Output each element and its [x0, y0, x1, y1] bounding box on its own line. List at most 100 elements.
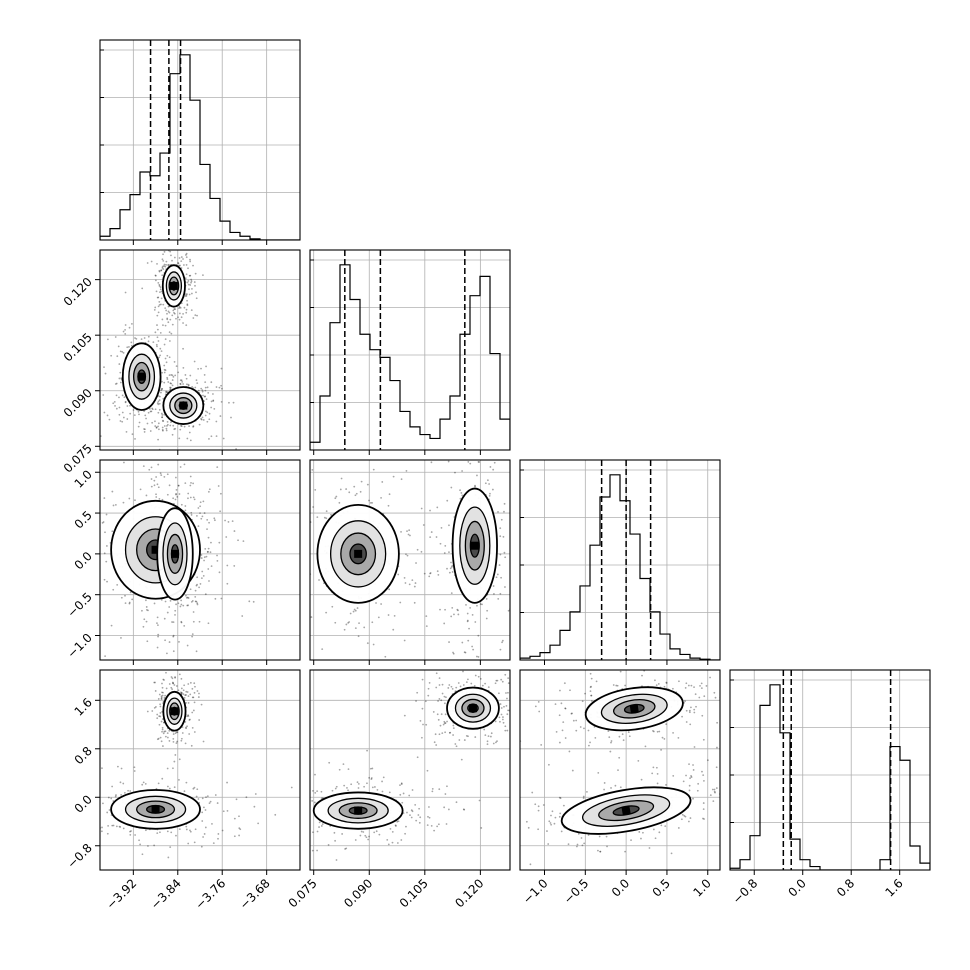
sample-point	[207, 536, 210, 539]
sample-point	[189, 374, 192, 377]
sample-point	[652, 828, 655, 831]
sample-point	[672, 731, 674, 734]
sample-point	[179, 428, 182, 431]
sample-point	[89, 593, 91, 595]
sample-point	[652, 730, 655, 733]
sample-point	[435, 672, 438, 675]
sample-point	[166, 652, 168, 655]
sample-point	[168, 729, 171, 732]
ytick-label: 0.0	[72, 792, 95, 815]
sample-point	[158, 285, 161, 287]
sample-point	[452, 727, 455, 730]
sample-point	[120, 793, 123, 796]
sample-point	[111, 490, 114, 493]
sample-point	[118, 825, 121, 828]
sample-point	[192, 611, 195, 613]
sample-point	[677, 827, 680, 829]
sample-point	[180, 424, 182, 427]
sample-point	[447, 460, 450, 463]
sample-point	[170, 686, 173, 689]
sample-point	[201, 797, 204, 800]
sample-point	[192, 482, 195, 485]
sample-point	[429, 509, 431, 512]
sample-point	[166, 425, 168, 427]
sample-point	[627, 731, 630, 734]
sample-point	[188, 274, 191, 277]
sample-point	[216, 802, 219, 804]
sample-point	[167, 321, 170, 324]
sample-point	[124, 324, 127, 326]
sample-point	[476, 666, 478, 668]
sample-point	[507, 682, 510, 685]
sample-point	[142, 465, 145, 468]
sample-point	[166, 785, 169, 788]
sample-point	[637, 759, 640, 762]
xtick-label: 0.8	[834, 876, 857, 899]
sample-point	[155, 426, 158, 429]
sample-point	[191, 711, 194, 714]
sample-point	[209, 800, 212, 803]
sample-point	[168, 374, 171, 377]
sample-point	[684, 700, 686, 703]
sample-point	[583, 727, 585, 730]
sample-point	[612, 684, 615, 686]
sample-point	[171, 621, 173, 623]
sample-point	[146, 724, 148, 726]
sample-point	[664, 825, 667, 828]
sample-point	[210, 435, 213, 438]
sample-point	[114, 336, 117, 338]
sample-point	[307, 598, 309, 600]
sample-point	[185, 702, 187, 704]
sample-point	[126, 418, 129, 420]
ytick-label: 0.075	[61, 441, 95, 475]
sample-point	[155, 706, 157, 708]
sample-point	[177, 484, 180, 487]
sample-point	[689, 817, 692, 819]
sample-point	[137, 425, 140, 428]
sample-point	[114, 405, 116, 407]
sample-point	[150, 478, 153, 480]
sample-point	[285, 526, 287, 528]
sample-point	[207, 490, 210, 493]
sample-point	[196, 382, 199, 385]
sample-point	[420, 736, 423, 739]
sample-point	[489, 735, 492, 738]
sample-point	[410, 809, 413, 812]
sample-point	[204, 414, 207, 417]
sample-point	[474, 485, 476, 488]
sample-point	[185, 252, 188, 255]
sample-point	[512, 563, 514, 565]
xtick-label: 0.090	[341, 876, 375, 910]
sample-point	[404, 832, 406, 835]
sample-point	[743, 835, 745, 837]
sample-point	[503, 502, 506, 505]
sample-point	[120, 767, 123, 770]
sample-point	[723, 699, 725, 701]
sample-point	[91, 547, 93, 549]
sample-point	[504, 729, 507, 732]
sample-point	[360, 830, 363, 833]
sample-point	[353, 485, 356, 488]
sample-point	[427, 694, 430, 697]
sample-point	[166, 376, 169, 379]
sample-point	[171, 384, 174, 387]
sample-point	[479, 603, 482, 605]
sample-point	[89, 786, 91, 788]
sample-point	[587, 834, 590, 836]
ytick-label: −1.0	[64, 631, 95, 662]
sample-point	[160, 303, 162, 306]
sample-point	[134, 499, 136, 502]
sample-point	[452, 651, 454, 654]
sample-point	[388, 791, 391, 794]
sample-point	[157, 782, 160, 785]
sample-point	[534, 705, 537, 708]
sample-point	[335, 495, 338, 498]
sample-point	[737, 799, 739, 801]
sample-point	[331, 789, 334, 792]
density-p3-p4	[520, 670, 745, 866]
sample-point	[144, 599, 147, 602]
sample-point	[352, 610, 355, 613]
sample-point	[434, 733, 437, 736]
sample-point	[466, 620, 469, 623]
sample-point	[233, 530, 236, 532]
